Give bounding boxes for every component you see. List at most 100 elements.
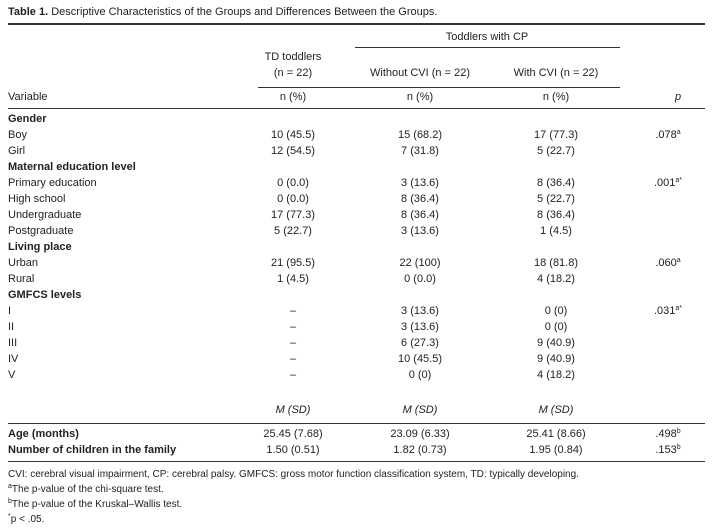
cell: 7 (31.8) xyxy=(401,145,439,157)
row-label: Girl xyxy=(8,145,26,157)
p-value: .153b xyxy=(655,443,680,457)
caption: Table 1. Descriptive Characteristics of … xyxy=(8,5,437,19)
cell: 8 (36.4) xyxy=(537,177,575,189)
cell: 1.82 (0.73) xyxy=(393,444,447,456)
p-number: .060 xyxy=(655,257,677,269)
p-note: a* xyxy=(675,305,683,312)
column-n: (n = 22) xyxy=(560,67,599,79)
footnote: *p < .05. xyxy=(8,513,44,527)
cell: 0 (0) xyxy=(408,369,432,381)
subheader: n (%) xyxy=(279,91,307,103)
bottom-rule xyxy=(8,461,705,462)
row-label: Postgraduate xyxy=(8,225,74,237)
header-rule xyxy=(258,87,620,88)
cell: – xyxy=(289,369,297,381)
footnote-text: CVI: cerebral visual impairment, CP: cer… xyxy=(8,469,579,480)
cell: 1 (4.5) xyxy=(540,225,572,237)
cell: 10 (45.5) xyxy=(270,129,316,141)
column-header: Without CVI (n = 22) xyxy=(370,66,470,80)
p-note: a xyxy=(676,129,681,136)
cell: 0 (0.0) xyxy=(277,177,309,189)
cell: 4 (18.2) xyxy=(537,369,575,381)
p-number: .078 xyxy=(655,129,677,141)
footnote-text: p < .05. xyxy=(10,514,45,525)
p-value: .001a* xyxy=(654,176,682,190)
column-n: (n = 22) xyxy=(431,67,470,79)
cell: 1.50 (0.51) xyxy=(266,444,320,456)
footnote-text: The p-value of the chi-square test. xyxy=(11,484,164,495)
cell: 3 (13.6) xyxy=(401,305,439,317)
cell: 23.09 (6.33) xyxy=(390,428,450,440)
p-note: a* xyxy=(675,177,683,184)
cell: 21 (95.5) xyxy=(270,257,316,269)
cell: – xyxy=(289,305,297,317)
column-header: With CVI (n = 22) xyxy=(514,66,599,80)
cell: 5 (22.7) xyxy=(274,225,312,237)
row-label: Number of children in the family xyxy=(8,444,177,456)
cell: – xyxy=(289,353,297,365)
cell: 8 (36.4) xyxy=(401,209,439,221)
footnote-mark: a xyxy=(8,483,12,490)
row-label: Undergraduate xyxy=(8,209,82,221)
row-label: I xyxy=(8,305,12,317)
cell: 22 (100) xyxy=(399,257,441,269)
row-label: Urban xyxy=(8,257,38,269)
cell: 17 (77.3) xyxy=(270,209,316,221)
p-value: .498b xyxy=(655,427,680,441)
cell: 5 (22.7) xyxy=(537,145,575,157)
caption-text: Descriptive Characteristics of the Group… xyxy=(51,6,438,18)
cell: 1 (4.5) xyxy=(277,273,309,285)
cell: – xyxy=(289,337,297,349)
column-name: Without CVI xyxy=(370,67,429,79)
cell: 9 (40.9) xyxy=(537,353,575,365)
subheader: n (%) xyxy=(542,91,570,103)
row-label: Age (months) xyxy=(8,428,79,440)
header-bottom-rule xyxy=(8,108,705,109)
footnote: bThe p-value of the Kruskal–Wallis test. xyxy=(8,498,182,512)
cell: 8 (36.4) xyxy=(401,193,439,205)
cell: 18 (81.8) xyxy=(533,257,579,269)
p-number: .498 xyxy=(655,428,677,440)
subheader: M (SD) xyxy=(402,404,438,416)
footnote-mark: b xyxy=(8,498,12,505)
p-number: .001 xyxy=(653,177,676,189)
cell: 1.95 (0.84) xyxy=(529,444,583,456)
p-note: b xyxy=(676,428,681,435)
footnote-text: The p-value of the Kruskal–Wallis test. xyxy=(11,499,183,510)
p-number: .153 xyxy=(655,444,677,456)
column-name: With CVI xyxy=(513,67,558,79)
cell: 0 (0.0) xyxy=(404,273,436,285)
top-rule xyxy=(8,23,705,25)
column-n: (n = 22) xyxy=(273,67,313,79)
p-value: .031a* xyxy=(654,304,682,318)
cell: 3 (13.6) xyxy=(401,321,439,333)
p-value: .078a xyxy=(655,128,680,142)
cell: 3 (13.6) xyxy=(401,177,439,189)
row-label: Boy xyxy=(8,129,27,141)
cell: 17 (77.3) xyxy=(533,129,579,141)
caption-label: Table 1. xyxy=(8,6,49,18)
row-label: High school xyxy=(8,193,66,205)
stat-header-rule xyxy=(8,423,705,424)
cell: 12 (54.5) xyxy=(270,145,316,157)
p-note: b xyxy=(676,444,681,451)
cell: 0 (0.0) xyxy=(277,193,309,205)
cell: 15 (68.2) xyxy=(397,129,443,141)
subheader: M (SD) xyxy=(275,404,311,416)
row-label: Primary education xyxy=(8,177,97,189)
cell: 10 (45.5) xyxy=(397,353,443,365)
row-label: Rural xyxy=(8,273,35,285)
p-value: .060a xyxy=(655,256,680,270)
cell: 4 (18.2) xyxy=(537,273,575,285)
stub-header: Variable xyxy=(8,91,48,103)
section-title: Living place xyxy=(8,241,72,253)
cell: 0 (0) xyxy=(544,305,568,317)
cell: 9 (40.9) xyxy=(537,337,575,349)
cell: 25.45 (7.68) xyxy=(263,428,323,440)
p-number: .031 xyxy=(653,305,676,317)
row-label: II xyxy=(8,321,15,333)
cell: 25.41 (8.66) xyxy=(526,428,586,440)
section-title: GMFCS levels xyxy=(8,289,82,301)
subheader: n (%) xyxy=(406,91,434,103)
